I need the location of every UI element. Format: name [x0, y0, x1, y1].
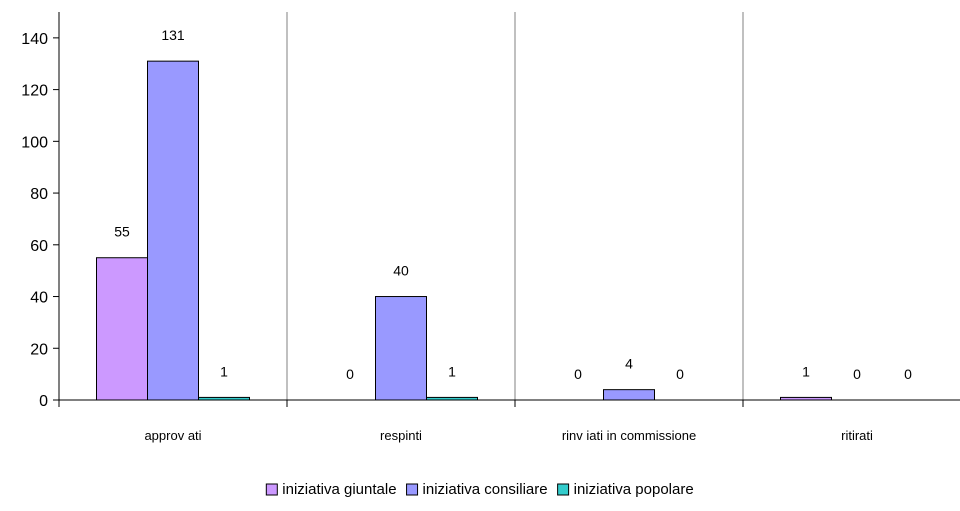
- data-label: 1: [802, 363, 810, 379]
- legend: iniziativa giuntale iniziativa consiliare…: [265, 481, 694, 498]
- y-tick-label: 40: [30, 290, 48, 307]
- legend-swatch: [406, 483, 419, 496]
- legend-swatch: [557, 483, 570, 496]
- data-label: 1: [448, 363, 456, 379]
- legend-label: iniziativa giuntale: [282, 481, 396, 498]
- bars: [96, 60, 832, 401]
- bar: [96, 257, 148, 401]
- y-tick-label: 100: [21, 134, 48, 151]
- y-tick-label: 140: [21, 31, 48, 48]
- x-category-label: ritirati: [841, 428, 873, 443]
- bar: [375, 296, 427, 401]
- bar: [147, 60, 199, 401]
- y-tick-label: 80: [30, 186, 48, 203]
- data-label: 40: [393, 263, 409, 279]
- data-label: 0: [574, 366, 582, 382]
- data-label: 1: [220, 363, 228, 379]
- bar: [603, 389, 655, 401]
- data-label: 131: [161, 27, 185, 43]
- x-category-label: respinti: [380, 428, 422, 443]
- legend-label: iniziativa popolare: [574, 481, 694, 498]
- data-label: 0: [904, 366, 912, 382]
- y-tick-label: 0: [39, 393, 48, 410]
- data-label: 0: [853, 366, 861, 382]
- x-category-label: rinv iati in commissione: [562, 428, 696, 443]
- legend-label: iniziativa consiliare: [423, 481, 548, 498]
- category-separators: [286, 12, 744, 400]
- y-axis-ticks: 0 20 40 60 80 100 120 140: [21, 31, 59, 410]
- y-tick-label: 120: [21, 83, 48, 100]
- x-category-label: approv ati: [144, 428, 201, 443]
- x-axis-categories: approv ati respinti rinv iati in commissio…: [144, 400, 873, 443]
- legend-swatch: [265, 483, 278, 496]
- y-tick-label: 20: [30, 341, 48, 358]
- data-label: 0: [346, 366, 354, 382]
- data-label: 4: [625, 356, 633, 372]
- data-label: 0: [676, 366, 684, 382]
- data-label: 55: [114, 224, 130, 240]
- y-tick-label: 60: [30, 238, 48, 255]
